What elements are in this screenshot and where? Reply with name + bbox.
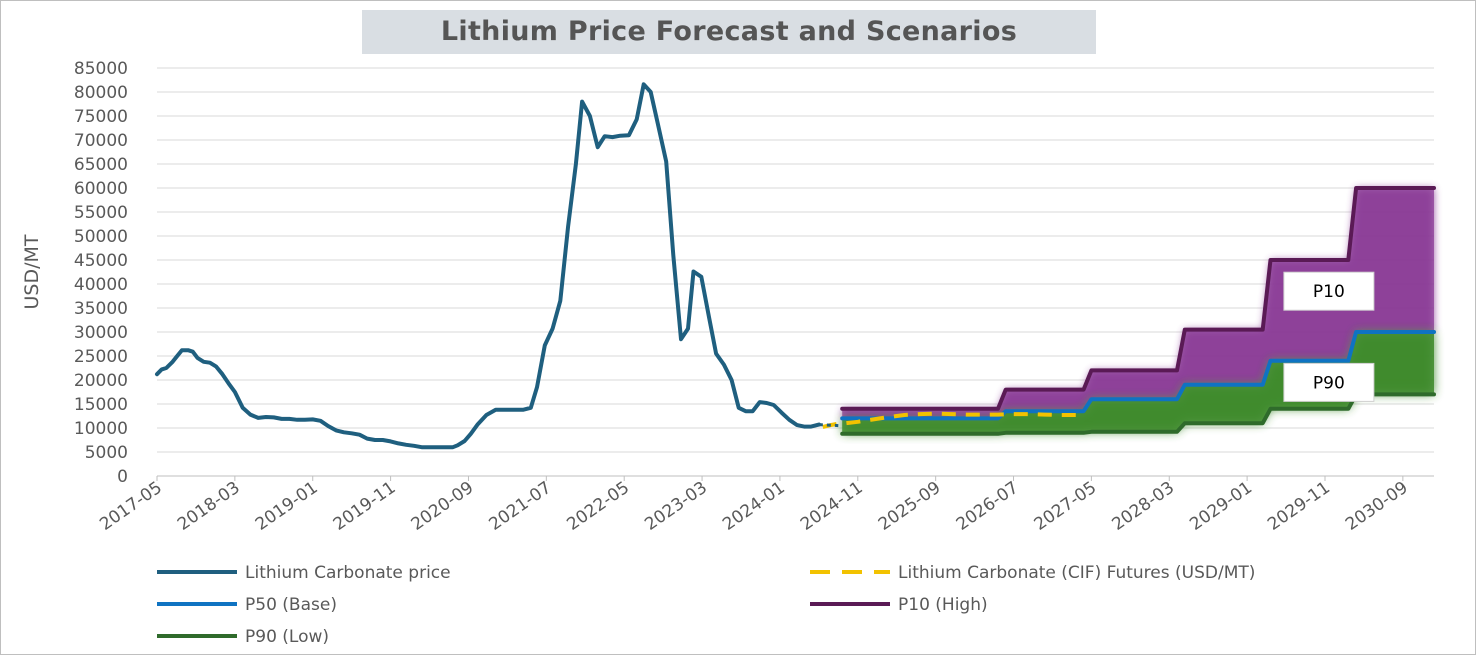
y-tick-label: 85000 [74, 59, 128, 79]
annotation-label-p10: P10 [1313, 282, 1345, 302]
y-tick-label: 75000 [74, 107, 128, 127]
y-tick-label: 45000 [74, 251, 128, 271]
legend-label-futures: Lithium Carbonate (CIF) Futures (USD/MT) [898, 563, 1255, 583]
x-tick-label: 2029-01 [1186, 478, 1256, 535]
x-tick-label: 2021-07 [486, 478, 556, 535]
series-line-spot [155, 82, 821, 450]
x-tick-label: 2030-09 [1342, 478, 1412, 535]
x-tick-label: 2017-05 [96, 478, 166, 535]
y-tick-label: 60000 [74, 179, 128, 199]
x-tick-label: 2027-05 [1031, 478, 1101, 535]
y-tick-label: 15000 [74, 395, 128, 415]
annotation-box-p90 [1283, 362, 1375, 402]
legend: Lithium Carbonate price Lithium Carbonate… [157, 563, 1255, 647]
legend-label-p90: P90 (Low) [245, 627, 329, 647]
x-tick-label: 2018-03 [174, 478, 244, 535]
x-tick-label: 2029-11 [1264, 478, 1334, 535]
x-tick-label: 2022-05 [563, 478, 633, 535]
spot-forecast-connector [818, 423, 839, 428]
series-line-p10 [840, 186, 1436, 411]
y-tick-label: 30000 [74, 323, 128, 343]
series-line-p50 [840, 330, 1436, 421]
x-tick-label: 2025-09 [875, 478, 945, 535]
x-tick-label: 2024-11 [797, 478, 867, 535]
y-tick-label: 65000 [74, 155, 128, 175]
annotation-label-p90: P90 [1313, 373, 1345, 393]
axes: 0 5000 10000 15000 20000 25000 30000 35000 40000… [21, 59, 1434, 535]
x-tick-label: 2028-03 [1108, 478, 1178, 535]
x-tick-label: 2019-11 [330, 478, 400, 535]
chart-title-box: Lithium Price Forecast and Scenarios [362, 10, 1096, 54]
series-lines [155, 82, 1436, 450]
series-line-p90 [840, 392, 1436, 436]
x-tick-label: 2019-01 [252, 478, 322, 535]
legend-label-spot: Lithium Carbonate price [245, 563, 451, 583]
y-tick-label: 50000 [74, 227, 128, 247]
y-tick-label: 25000 [74, 347, 128, 367]
legend-label-p10: P10 (High) [898, 595, 988, 615]
y-tick-label: 80000 [74, 83, 128, 103]
x-tick-label: 2020-09 [408, 478, 478, 535]
x-tick-label: 2026-07 [953, 478, 1023, 535]
legend-label-p50: P50 (Base) [245, 595, 337, 615]
annotation-box-p10 [1283, 271, 1375, 311]
y-tick-label: 35000 [74, 299, 128, 319]
chart-title: Lithium Price Forecast and Scenarios [440, 16, 1018, 47]
y-tick-label: 20000 [74, 371, 128, 391]
annotations: P10 P90 [1283, 271, 1375, 402]
y-tick-label: 70000 [74, 131, 128, 151]
y-tick-label: 40000 [74, 275, 128, 295]
x-tick-label: 2024-01 [719, 478, 789, 535]
y-tick-label: 0 [117, 467, 128, 487]
y-axis-label: USD/MT [21, 234, 43, 309]
y-tick-label: 5000 [85, 443, 128, 463]
x-tick-label: 2023-03 [641, 478, 711, 535]
y-tick-label: 10000 [74, 419, 128, 439]
y-tick-label: 55000 [74, 203, 128, 223]
